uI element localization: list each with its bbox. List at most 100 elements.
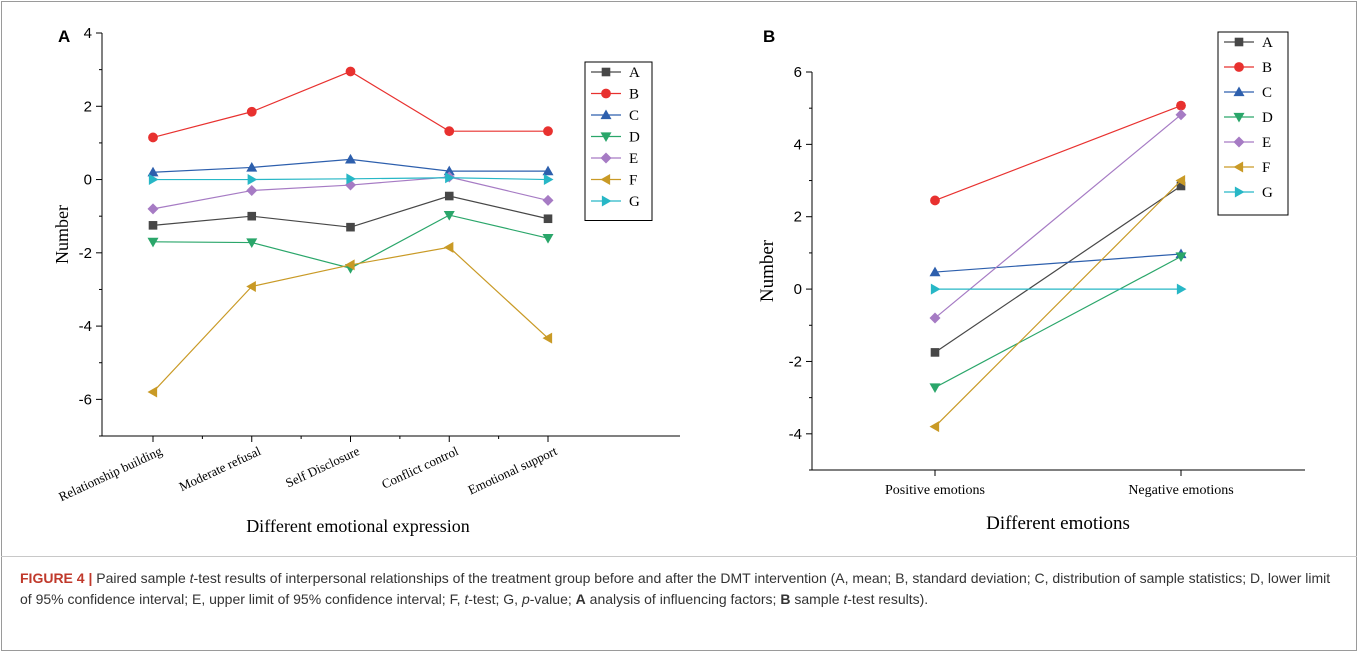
caption-text: -value; [529, 591, 576, 607]
data-point-b [148, 132, 158, 143]
legend-marker-g [1234, 186, 1245, 198]
legend-label: B [629, 87, 639, 103]
y-tick-label: 2 [84, 98, 92, 115]
y-tick-label: 2 [794, 209, 802, 226]
legend-marker-e [1233, 136, 1245, 148]
data-point-f [443, 241, 454, 253]
data-point-g [543, 174, 554, 186]
x-tick-label: Conflict control [379, 443, 461, 492]
chart-panel-b: B -4 -2 0 2 4 6 Positive emotions Negative emoti… [757, 27, 1305, 534]
data-point-g [1176, 283, 1187, 295]
caption-text: Paired sample [92, 570, 190, 586]
legend-marker-c [600, 109, 612, 120]
series-line-a [934, 185, 1182, 353]
data-point-c [246, 161, 258, 172]
data-point-c [345, 153, 356, 164]
legend-marker-f [1233, 161, 1244, 173]
data-point-c [147, 166, 159, 177]
legend-marker-c [1233, 86, 1245, 97]
data-point-d [1175, 252, 1187, 263]
caption-bold-b: B [780, 591, 791, 607]
y-tick-label: 6 [794, 64, 802, 81]
caption-text: -test; G, [468, 591, 522, 607]
x-tick-label: Relationship building [56, 443, 165, 504]
legend-label: E [629, 151, 638, 167]
data-point-e [147, 203, 159, 215]
legend-label: D [1262, 110, 1273, 126]
legend-marker-e [600, 152, 612, 164]
y-tick-label: 0 [794, 281, 802, 298]
legend-label: A [1262, 35, 1273, 51]
data-point-f [542, 332, 553, 344]
data-point-a [346, 222, 355, 232]
data-point-a [543, 214, 553, 224]
panel-label: B [763, 27, 775, 46]
data-point-a [930, 348, 940, 357]
legend-marker-d [600, 132, 612, 142]
data-point-a [148, 221, 158, 230]
data-point-d [542, 234, 554, 244]
data-point-g [247, 174, 258, 186]
y-tick-label: -4 [79, 318, 92, 335]
data-point-c [443, 165, 455, 176]
chart-panel-a: A -6 -4 -2 0 2 4 Relationship building Moderate … [52, 25, 680, 536]
data-point-g [346, 173, 356, 185]
series-line-e [934, 114, 1182, 319]
legend-marker-a [1234, 37, 1244, 47]
data-point-d [929, 383, 941, 394]
caption-text: analysis of influencing factors; [585, 591, 781, 607]
series-line-f [934, 180, 1182, 428]
data-point-e [1175, 109, 1187, 121]
x-tick-label: Positive emotions [885, 483, 985, 498]
x-tick-label: Moderate refusal [177, 443, 264, 494]
data-point-e [542, 194, 554, 206]
data-point-b [1176, 100, 1186, 111]
data-point-a [1176, 181, 1186, 191]
legend-marker-b [1234, 62, 1244, 72]
caption-divider [1, 556, 1357, 557]
data-point-b [543, 126, 553, 137]
data-point-b [444, 126, 455, 137]
legend-label: D [629, 130, 640, 146]
data-point-g [148, 174, 159, 186]
y-tick-label: 4 [84, 25, 92, 42]
series-line-a [152, 195, 549, 228]
data-point-f [929, 421, 940, 433]
caption-text: -test results of interpersonal relations… [20, 570, 1331, 607]
data-point-f [147, 386, 158, 398]
y-tick-label: 0 [84, 172, 92, 189]
legend-marker-g [601, 195, 612, 207]
caption-italic-t: t [464, 591, 469, 607]
panel-label: A [58, 27, 70, 46]
caption-italic-t: t [189, 570, 194, 586]
legend-label: G [629, 194, 640, 210]
data-point-d [246, 238, 258, 249]
legend-label: C [629, 108, 639, 124]
series-line-b [152, 70, 548, 138]
y-tick-label: -4 [789, 426, 802, 443]
data-point-c [542, 165, 554, 176]
y-tick-label: -2 [79, 245, 92, 262]
data-point-b [345, 66, 356, 77]
legend-label: G [1262, 185, 1273, 201]
legend-marker-d [1233, 112, 1245, 123]
data-point-e [246, 185, 258, 197]
caption-italic-p: p [521, 591, 530, 607]
y-tick-label: 4 [794, 136, 802, 153]
y-tick-label: -6 [79, 391, 92, 408]
x-axis-title: Different emotional expression [246, 516, 470, 536]
y-axis-title: Number [52, 205, 72, 264]
data-point-f [246, 281, 256, 293]
series-line-b [934, 105, 1182, 202]
caption-italic-t: t [843, 591, 848, 607]
data-point-a [444, 191, 454, 201]
caption-bold-a: A [575, 591, 586, 607]
data-point-b [246, 106, 257, 117]
legend-label: F [629, 173, 637, 189]
x-axis-title: Different emotions [986, 513, 1130, 534]
caption-figure-label: FIGURE 4 | [20, 570, 93, 586]
legend-label: E [1262, 135, 1271, 151]
legend-marker-b [601, 88, 611, 99]
data-point-d [443, 210, 455, 221]
